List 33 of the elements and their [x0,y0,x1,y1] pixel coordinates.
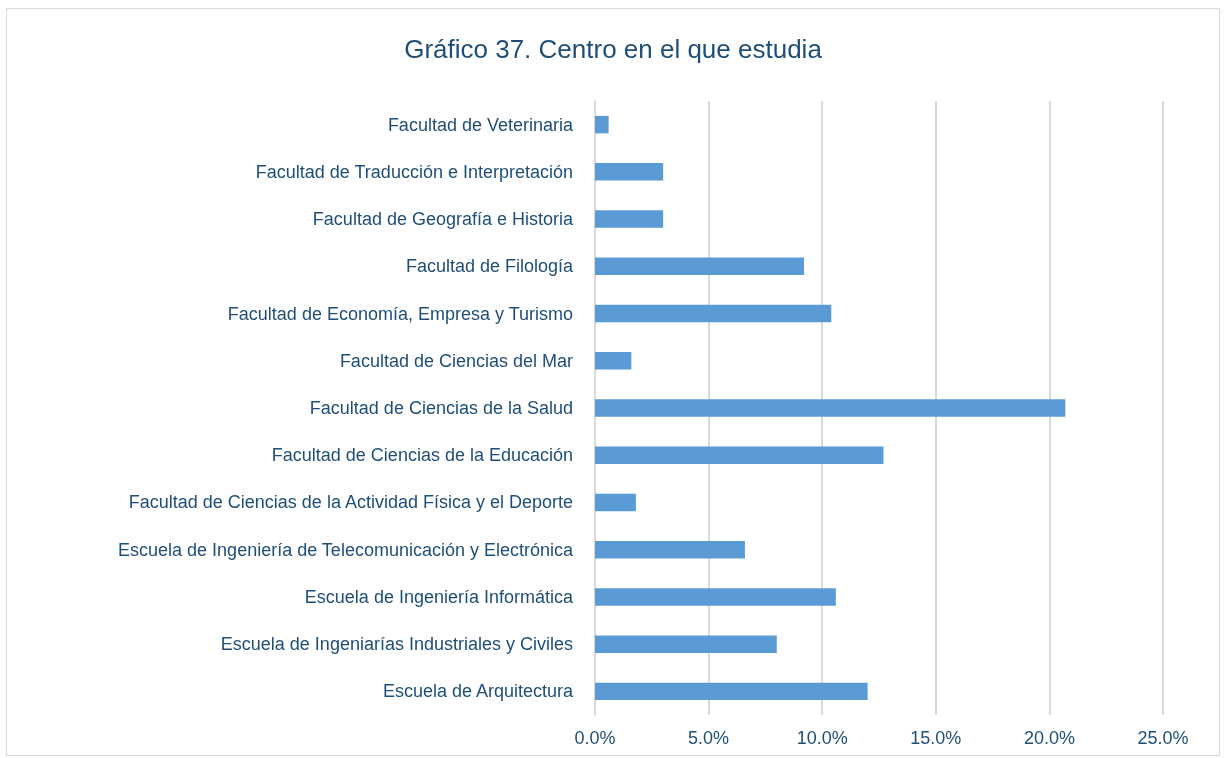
y-tick-label: Facultad de Economía, Empresa y Turismo [227,303,573,324]
y-tick-label: Facultad de Ciencias de la Educación [271,445,573,466]
bar [595,682,868,701]
x-tick-label: 20.0% [1023,728,1075,748]
chart-title: Gráfico 37. Centro en el que estudia [404,34,823,64]
bar [595,210,664,228]
x-tick-label: 15.0% [910,728,962,748]
y-tick-label: Facultad de Traducción e Interpretación [255,161,573,182]
y-tick-label: Escuela de Arquitectura [382,681,574,702]
y-tick-label: Escuela de Ingeniarías Industriales y Civiles [220,634,573,655]
y-tick-label: Facultad de Veterinaria [387,114,574,135]
x-tick-label: 5.0% [688,728,730,748]
bar [595,493,636,512]
x-tick-label: 0.0% [574,728,616,748]
bar [595,540,745,559]
bar [595,304,832,323]
y-tick-label: Facultad de Filología [405,256,574,277]
bar [595,399,1066,417]
y-tick-label: Escuela de Ingeniería de Telecomunicación y Electrónica [118,539,574,560]
y-tick-label: Facultad de Geografía e Historia [312,209,574,230]
y-tick-label: Facultad de Ciencias de la Actividad Física y el Deporte [128,492,573,513]
y-tick-label: Escuela de Ingeniería Informática [304,586,574,607]
bar [595,257,805,276]
x-tick-label: 10.0% [796,728,848,748]
x-tick-label: 25.0% [1137,728,1189,748]
y-tick-label: Facultad de Ciencias del Mar [339,350,573,371]
bar [595,588,836,606]
y-tick-label: Facultad de Ciencias de la Salud [309,398,573,418]
bar [595,635,777,653]
bar [595,352,632,370]
bar [595,115,609,134]
bar [595,163,664,181]
bar [595,446,884,464]
